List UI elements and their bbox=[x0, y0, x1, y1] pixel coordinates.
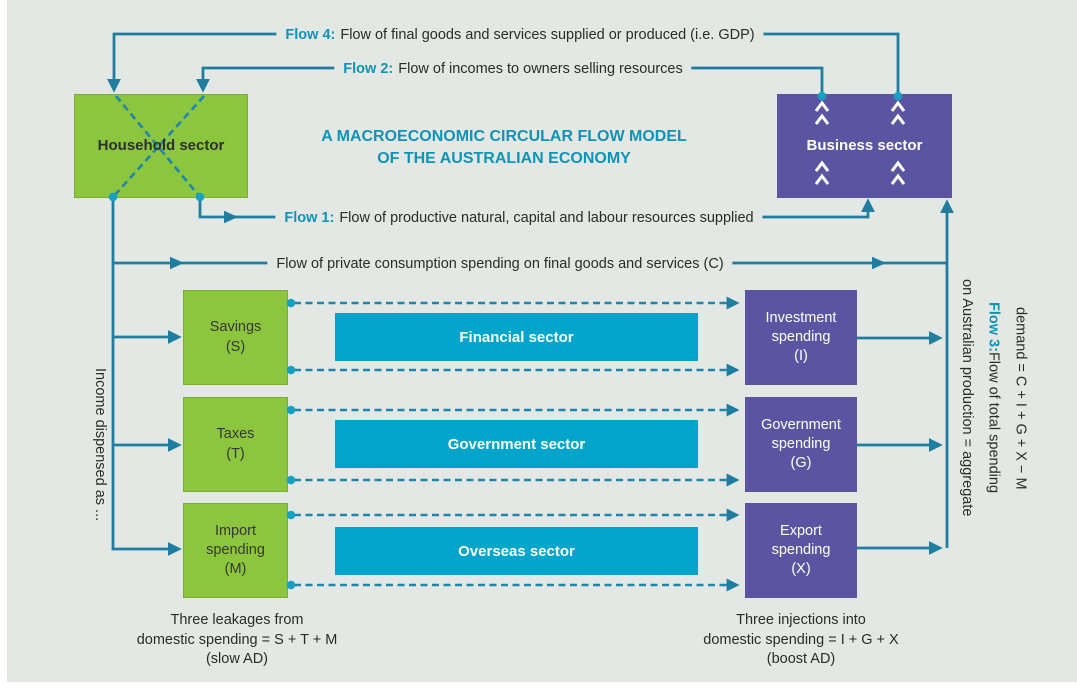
household-sector-label: Household sector bbox=[97, 137, 225, 155]
government-sector-box: Government sector bbox=[335, 420, 698, 468]
business-sector-box: Business sector bbox=[777, 94, 952, 198]
overseas-sector-label: Overseas sector bbox=[458, 542, 575, 560]
export-spending-box: Export spending (X) bbox=[745, 503, 857, 598]
import-spending-box: Import spending (M) bbox=[183, 503, 288, 598]
flow3-note-mid-line: Flow 3:Flow of total spending bbox=[985, 302, 1002, 494]
flow2-text: Flow 2: Flow of incomes to owners selling… bbox=[334, 61, 692, 77]
government-spending-box: Government spending (G) bbox=[745, 397, 857, 492]
export-spending-label: Export spending (X) bbox=[771, 522, 831, 578]
household-sector-box: Household sector bbox=[74, 94, 248, 198]
up-chevrons-icon bbox=[890, 100, 906, 130]
flow2-label: Flow 2: bbox=[343, 61, 394, 77]
flow3-label: Flow 3: bbox=[985, 302, 1002, 353]
up-chevrons-icon bbox=[814, 160, 830, 190]
import-spending-label: Import spending (M) bbox=[206, 522, 265, 578]
financial-sector-box: Financial sector bbox=[335, 313, 698, 361]
flow4-label: Flow 4: bbox=[285, 27, 336, 43]
title-line2: OF THE AUSTRALIAN ECONOMY bbox=[377, 150, 631, 167]
up-chevrons-icon bbox=[814, 100, 830, 130]
consumption-flow-text: Flow of private consumption spending on … bbox=[267, 256, 733, 272]
title-line1: A MACROECONOMIC CIRCULAR FLOW MODEL bbox=[321, 128, 687, 145]
investment-spending-box: Investment spending (I) bbox=[745, 290, 857, 385]
savings-box: Savings (S) bbox=[183, 290, 288, 385]
financial-sector-label: Financial sector bbox=[459, 328, 574, 346]
income-dispensed-label: Income dispensed as ... bbox=[92, 368, 108, 522]
flow3-note: on Australian production = aggregate Flo… bbox=[953, 233, 1033, 563]
diagram-title: A MACROECONOMIC CIRCULAR FLOW MODEL OF T… bbox=[321, 126, 687, 170]
investment-spending-label: Investment spending (I) bbox=[765, 309, 837, 365]
taxes-label: Taxes (T) bbox=[216, 426, 255, 462]
flow3-note-left-line: on Australian production = aggregate bbox=[958, 279, 975, 517]
overseas-sector-box: Overseas sector bbox=[335, 527, 698, 575]
flow4-text: Flow 4: Flow of final goods and services … bbox=[276, 27, 764, 43]
leakages-caption: Three leakages from domestic spending = … bbox=[136, 612, 338, 667]
flow1-text: Flow 1: Flow of productive natural, capit… bbox=[275, 210, 763, 226]
flow1-label: Flow 1: bbox=[284, 210, 335, 226]
government-spending-label: Government spending (G) bbox=[761, 416, 841, 472]
up-chevrons-icon bbox=[890, 160, 906, 190]
savings-label: Savings (S) bbox=[209, 319, 262, 355]
business-sector-label: Business sector bbox=[806, 137, 923, 155]
injections-caption: Three injections into domestic spending … bbox=[703, 612, 899, 667]
flow3-note-right-line: demand = C + I + G + X − M bbox=[1012, 306, 1029, 490]
taxes-box: Taxes (T) bbox=[183, 397, 288, 492]
government-sector-label: Government sector bbox=[447, 435, 586, 453]
